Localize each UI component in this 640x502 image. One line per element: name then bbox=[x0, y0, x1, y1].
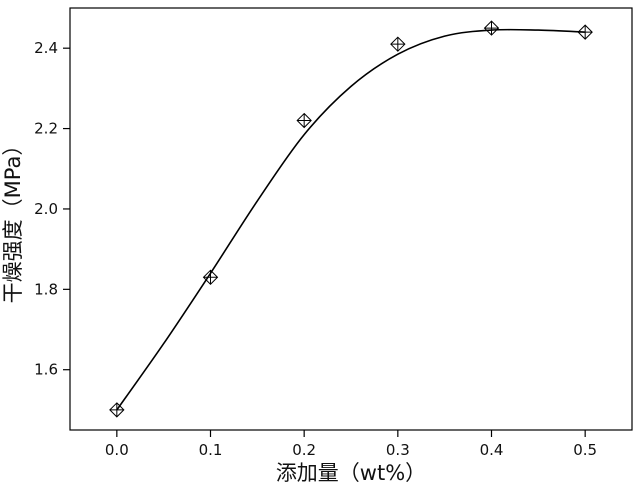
x-tick-label: 0.3 bbox=[386, 441, 410, 459]
y-tick-label: 1.6 bbox=[34, 361, 58, 379]
x-tick-label: 0.4 bbox=[480, 441, 504, 459]
y-axis-label: 干燥强度（MPa） bbox=[1, 135, 25, 304]
data-point bbox=[390, 36, 406, 52]
plot-frame bbox=[69, 7, 633, 431]
data-point bbox=[296, 112, 312, 129]
y-tick-label: 1.8 bbox=[34, 280, 58, 298]
y-tick-label: 2.2 bbox=[34, 120, 58, 138]
data-point bbox=[109, 402, 125, 418]
data-point bbox=[483, 20, 500, 36]
x-tick-label: 0.1 bbox=[199, 441, 223, 459]
x-axis-label: 添加量（wt%） bbox=[276, 461, 426, 485]
y-tick-label: 2.4 bbox=[34, 39, 58, 57]
x-tick-label: 0.5 bbox=[573, 441, 597, 459]
fit-curve bbox=[116, 28, 586, 411]
x-tick-label: 0.2 bbox=[292, 441, 316, 459]
x-tick-label: 0.0 bbox=[105, 441, 129, 459]
y-tick-label: 2.0 bbox=[34, 200, 58, 218]
